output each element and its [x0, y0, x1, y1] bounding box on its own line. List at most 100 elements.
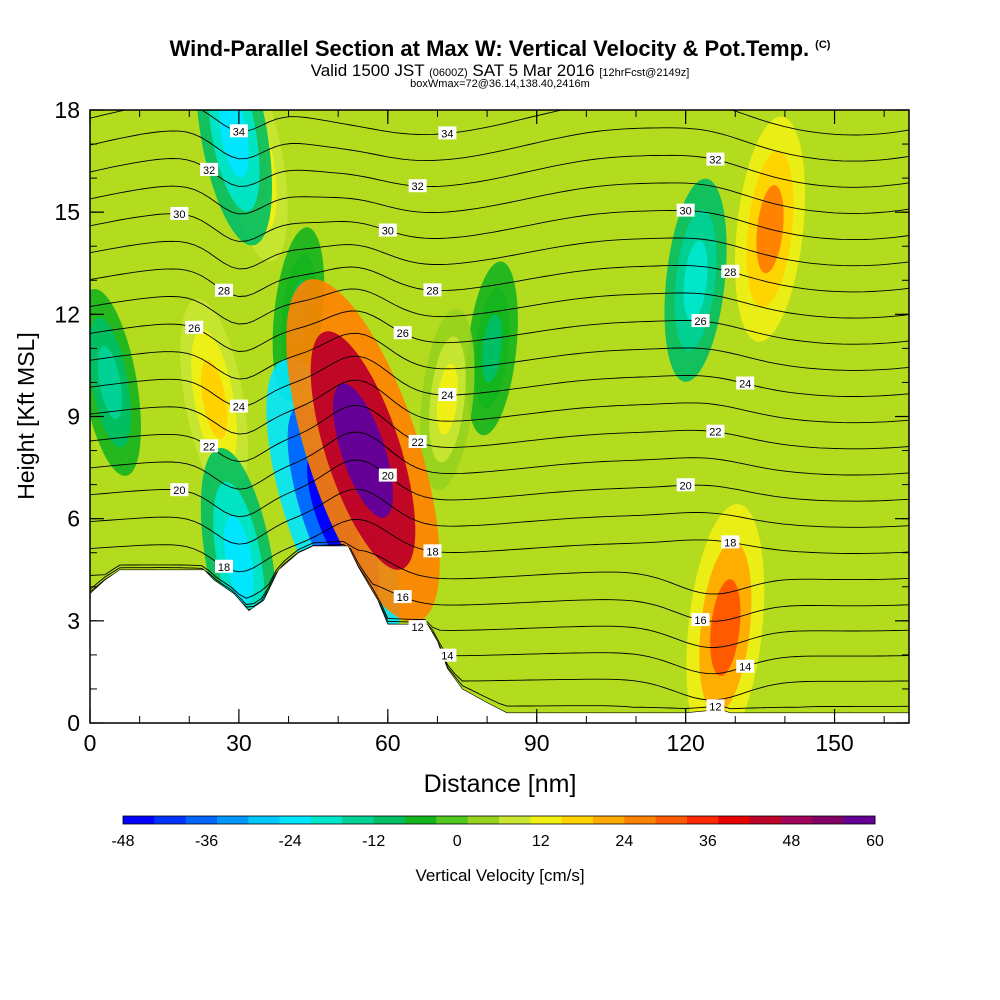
- contour-label-box: [721, 535, 740, 549]
- contour-label-box: [736, 376, 755, 390]
- axis-ticks: 0 30 60 90 120 150 0 3 6 9 12 15 18: [54, 97, 909, 756]
- y-tick-label: 18: [54, 97, 80, 123]
- colorbar-tick-label: -24: [279, 833, 302, 850]
- colorbar-tick-label: 48: [783, 833, 801, 850]
- contour-label: 32: [411, 181, 423, 193]
- contour-label: 16: [397, 592, 409, 604]
- y-tick-label: 6: [67, 506, 80, 532]
- colorbar-tick-label: 24: [615, 833, 633, 850]
- colorbar-swatch: [843, 816, 876, 824]
- contour-label-box: [423, 283, 442, 297]
- contour-label: 28: [724, 267, 736, 279]
- colorbar-tick-label: 60: [866, 833, 884, 850]
- colorbar-swatch: [593, 816, 625, 824]
- contour-label-box: [170, 483, 189, 497]
- colorbar: -48 -36 -24 -12 0 12 24 36 48 60: [111, 815, 884, 850]
- contour-label: 26: [397, 328, 409, 340]
- contour-label: 32: [709, 155, 721, 167]
- contour-label-box: [393, 326, 412, 340]
- y-tick-label: 3: [67, 608, 80, 634]
- colorbar-swatch: [499, 816, 531, 824]
- contour-label-box: [691, 613, 710, 627]
- contour-label-box: [706, 152, 725, 166]
- isentrope-line: [90, 379, 909, 435]
- theta-contour-labels: 12 12 14 14 16 16 18 18 18 20 20 20 22 22 22 24 24 24 26 26…: [170, 124, 755, 713]
- isentrope-line: [90, 431, 909, 490]
- colorbar-label: Vertical Velocity [cm/s]: [415, 866, 584, 885]
- colorbar-swatch: [655, 816, 688, 824]
- velocity-cell-core: [710, 579, 741, 677]
- colorbar-swatch: [279, 816, 312, 824]
- contour-label: 28: [218, 286, 230, 298]
- colorbar-swatch: [405, 816, 437, 824]
- isentrope-line: [90, 182, 909, 215]
- x-axis-label: Distance [nm]: [424, 770, 577, 798]
- colorbar-tick-label: -36: [195, 833, 218, 850]
- contour-label: 26: [188, 323, 200, 335]
- contour-label: 24: [441, 390, 453, 402]
- contour-label-box: [438, 126, 457, 140]
- colorbar-swatch: [624, 816, 657, 824]
- chart-title: Wind-Parallel Section at Max W: Vertical…: [169, 36, 831, 61]
- isentrope-line: [90, 237, 909, 270]
- contour-label: 22: [203, 441, 215, 453]
- contour-label-box: [215, 283, 234, 297]
- y-tick-label: 9: [67, 404, 80, 430]
- colorbar-swatch: [749, 816, 782, 824]
- contour-label-box: [200, 439, 219, 453]
- contour-label-box: [200, 162, 219, 176]
- colorbar-frame: [122, 815, 876, 825]
- x-tick-label: 150: [815, 730, 853, 756]
- contour-label: 18: [724, 537, 736, 549]
- isentrope-line: [90, 154, 909, 188]
- x-tick-label: 30: [226, 730, 252, 756]
- colorbar-swatch: [781, 816, 813, 824]
- contour-label: 28: [426, 285, 438, 297]
- colorbar-swatch: [185, 816, 218, 824]
- colorbar-swatch: [561, 816, 594, 824]
- contour-label-box: [676, 478, 695, 492]
- contour-label-box: [393, 590, 412, 604]
- contour-label-box: [378, 223, 397, 237]
- colorbar-tick-label: -12: [362, 833, 385, 850]
- contour-label: 30: [382, 226, 394, 238]
- velocity-cell-core: [333, 383, 393, 518]
- contour-label-box: [721, 264, 740, 278]
- velocity-cell-core: [200, 360, 228, 439]
- contour-label-box: [438, 648, 457, 662]
- contour-label-box: [185, 320, 204, 334]
- contour-label: 34: [441, 128, 453, 140]
- contour-label: 32: [203, 165, 215, 177]
- colorbar-swatch: [154, 816, 187, 824]
- y-tick-label: 15: [54, 199, 80, 225]
- contour-label-box: [706, 699, 725, 713]
- isentrope-line: [90, 544, 909, 622]
- contour-label-box: [676, 203, 695, 217]
- x-tick-label: 120: [666, 730, 704, 756]
- contour-label: 20: [680, 480, 692, 492]
- colorbar-swatch: [123, 816, 155, 824]
- isentrope-line: [90, 488, 909, 545]
- colorbar-swatch: [248, 816, 281, 824]
- colorbar-swatch: [217, 816, 249, 824]
- contour-label-box: [408, 434, 427, 448]
- contour-label: 14: [739, 662, 751, 674]
- colorbar-swatch: [530, 816, 563, 824]
- contour-label: 30: [173, 209, 185, 221]
- contour-label-box: [691, 314, 710, 328]
- contour-label: 12: [709, 701, 721, 713]
- contour-label-box: [408, 179, 427, 193]
- colorbar-swatch: [311, 816, 343, 824]
- isentrope-line: [90, 540, 909, 599]
- isentrope-line: [90, 355, 909, 408]
- contour-label-box: [229, 124, 248, 138]
- contour-label: 24: [739, 378, 751, 390]
- colorbar-swatch: [812, 816, 845, 824]
- contour-label: 22: [411, 437, 423, 449]
- contour-label: 12: [411, 622, 423, 634]
- x-tick-label: 0: [84, 730, 97, 756]
- colorbar-swatch: [718, 816, 751, 824]
- isentrope-line: [90, 288, 909, 325]
- contour-label: 20: [173, 485, 185, 497]
